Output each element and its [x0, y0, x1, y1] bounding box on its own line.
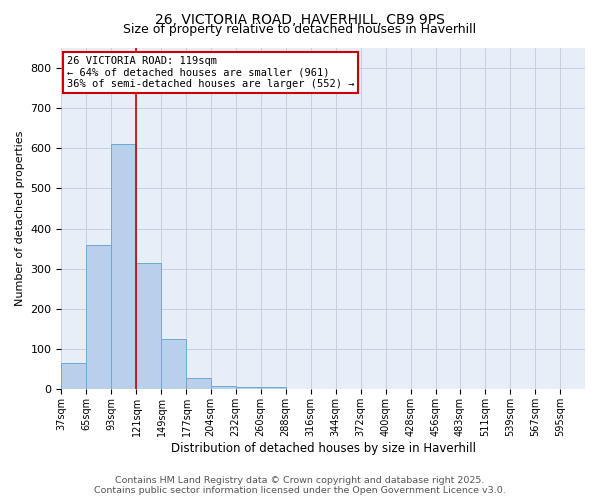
Bar	[136, 262, 161, 390]
Bar	[161, 339, 187, 390]
Text: 26, VICTORIA ROAD, HAVERHILL, CB9 9PS: 26, VICTORIA ROAD, HAVERHILL, CB9 9PS	[155, 12, 445, 26]
X-axis label: Distribution of detached houses by size in Haverhill: Distribution of detached houses by size …	[171, 442, 476, 455]
Bar	[112, 144, 136, 390]
Bar	[86, 244, 112, 390]
Bar	[211, 386, 236, 390]
Bar	[236, 388, 260, 390]
Text: Size of property relative to detached houses in Haverhill: Size of property relative to detached ho…	[124, 22, 476, 36]
Y-axis label: Number of detached properties: Number of detached properties	[15, 131, 25, 306]
Text: 26 VICTORIA ROAD: 119sqm
← 64% of detached houses are smaller (961)
36% of semi-: 26 VICTORIA ROAD: 119sqm ← 64% of detach…	[67, 56, 354, 89]
Bar	[61, 364, 86, 390]
Text: Contains HM Land Registry data © Crown copyright and database right 2025.
Contai: Contains HM Land Registry data © Crown c…	[94, 476, 506, 495]
Bar	[187, 378, 211, 390]
Bar	[260, 388, 286, 390]
